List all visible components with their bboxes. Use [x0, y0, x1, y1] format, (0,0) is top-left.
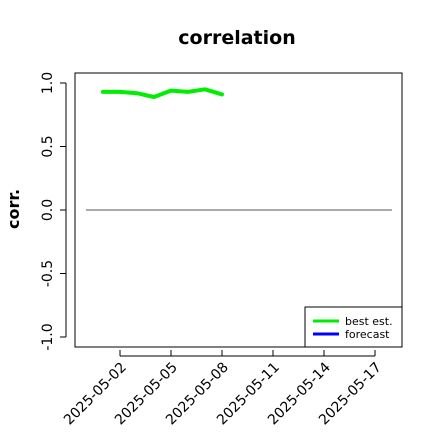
legend-label-best-est: best est.	[345, 315, 393, 328]
y-tick-label: 1.0	[40, 72, 56, 94]
x-axis: 2025-05-022025-05-052025-05-082025-05-11…	[61, 350, 385, 428]
plot-frame	[74, 72, 403, 348]
y-axis-label: corr.	[4, 189, 23, 229]
y-tick-label: 0.5	[40, 135, 56, 157]
legend-box	[304, 306, 403, 348]
series-line-best-est	[101, 87, 224, 99]
legend: best est. forecast	[304, 306, 403, 348]
chart-title: correlation	[178, 27, 295, 49]
legend-label-forecast: forecast	[345, 328, 390, 341]
y-axis: -1.0 -0.5 0.0 0.5 1.0	[40, 72, 67, 351]
y-tick-label: 0.0	[40, 199, 56, 221]
series-layer	[101, 87, 224, 99]
y-tick-label: -0.5	[40, 260, 56, 287]
y-tick-label: -1.0	[40, 323, 56, 350]
